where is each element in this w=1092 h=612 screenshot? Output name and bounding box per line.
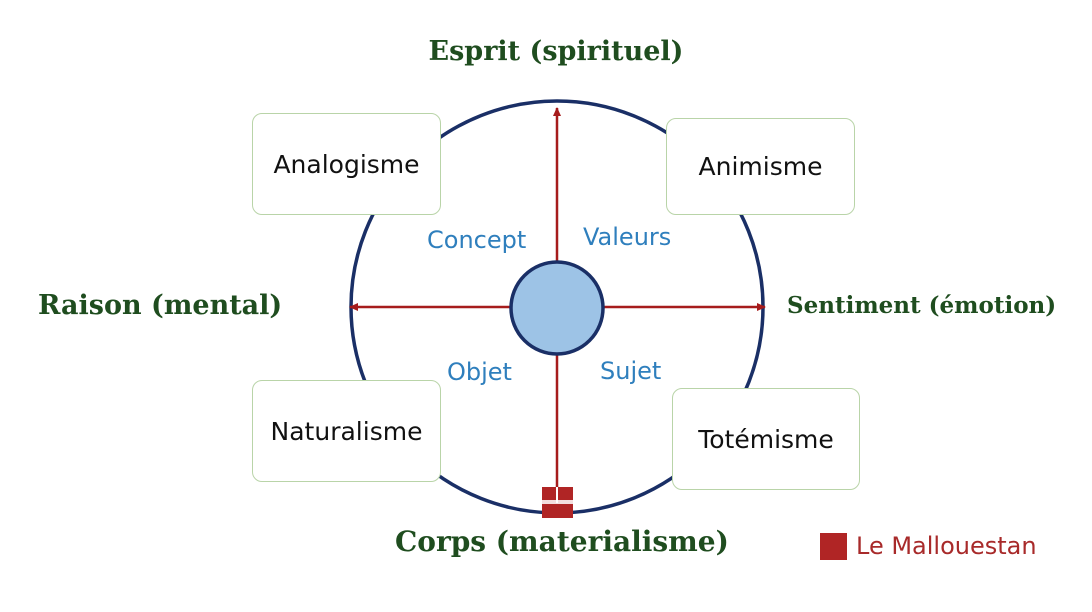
bottom-marker-icon bbox=[542, 487, 573, 518]
axis-label-right: Sentiment (émotion) bbox=[787, 292, 1057, 319]
box-animisme: Animisme bbox=[666, 118, 855, 215]
brand-square-icon bbox=[820, 532, 847, 560]
axis-label-left: Raison (mental) bbox=[38, 290, 283, 321]
box-label-totemisme: Totémisme bbox=[698, 424, 834, 454]
box-label-analogisme: Analogisme bbox=[273, 149, 420, 179]
center-circle bbox=[509, 260, 605, 356]
box-naturalisme: Naturalisme bbox=[252, 380, 441, 482]
axis-label-top: Esprit (spirituel) bbox=[428, 36, 684, 67]
box-totemisme: Totémisme bbox=[672, 388, 860, 490]
quadrant-label-concept: Concept bbox=[427, 226, 527, 254]
brand-text: Le Mallouestan bbox=[856, 532, 1037, 560]
quadrant-label-sujet: Sujet bbox=[600, 357, 662, 385]
box-label-animisme: Animisme bbox=[698, 152, 823, 181]
axis-label-bottom: Corps (materialisme) bbox=[395, 525, 729, 558]
quadrant-label-valeurs: Valeurs bbox=[583, 223, 672, 251]
quadrant-label-objet: Objet bbox=[447, 358, 512, 386]
box-label-naturalisme: Naturalisme bbox=[270, 416, 423, 446]
box-analogisme: Analogisme bbox=[252, 113, 441, 215]
brand-watermark: Le Mallouestan bbox=[820, 532, 1037, 560]
